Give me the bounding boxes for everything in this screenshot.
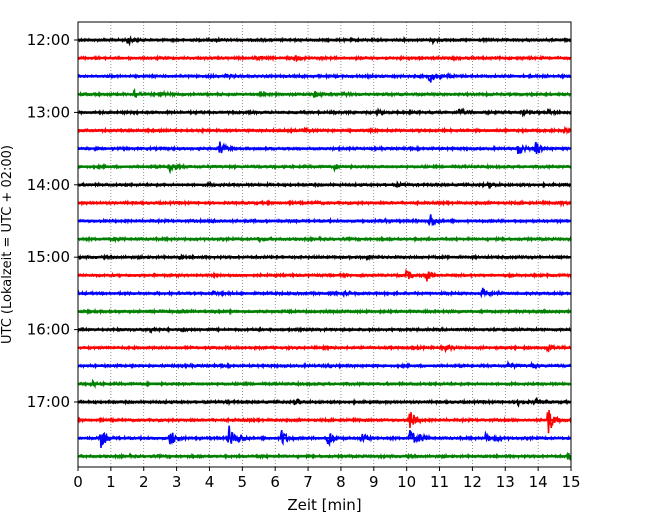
x-tick-label: 10	[397, 473, 416, 491]
x-tick-label: 9	[369, 473, 379, 491]
x-tick-label: 15	[561, 473, 580, 491]
y-tick-label: 13:00	[27, 103, 70, 121]
x-tick-label: 1	[106, 473, 116, 491]
x-tick-label: 2	[139, 473, 149, 491]
x-axis: 0 1 2 3 4 5 6 7 8 9 10 11 12 13 14 15	[73, 467, 581, 491]
y-tick-label: 17:00	[27, 393, 70, 411]
x-tick-label: 14	[529, 473, 548, 491]
seismic-traces	[77, 35, 572, 462]
trace-1715	[77, 410, 572, 434]
x-tick-label: 12	[463, 473, 482, 491]
y-tick-label: 16:00	[27, 321, 70, 339]
y-tick-label: 12:00	[27, 31, 70, 49]
y-tick-label: 14:00	[27, 176, 70, 194]
trace-1730	[77, 425, 572, 449]
x-tick-label: 11	[430, 473, 449, 491]
x-tick-label: 8	[336, 473, 346, 491]
x-tick-label: 6	[270, 473, 280, 491]
trace-1430	[77, 214, 572, 227]
x-tick-label: 5	[238, 473, 248, 491]
x-axis-title: Zeit [min]	[287, 496, 361, 514]
x-tick-label: 4	[205, 473, 215, 491]
y-tick-label: 15:00	[27, 248, 70, 266]
y-axis: 12:00 13:00 14:00 15:00 16:00 17:00	[27, 31, 78, 411]
grid-lines	[110, 22, 539, 467]
x-tick-label: 0	[73, 473, 83, 491]
plot-frame	[77, 21, 572, 468]
x-tick-label: 7	[303, 473, 313, 491]
y-axis-title: UTC (Lokalzeit = UTC + 02:00)	[0, 145, 15, 344]
x-tick-label: 3	[172, 473, 182, 491]
x-tick-label: 13	[496, 473, 515, 491]
